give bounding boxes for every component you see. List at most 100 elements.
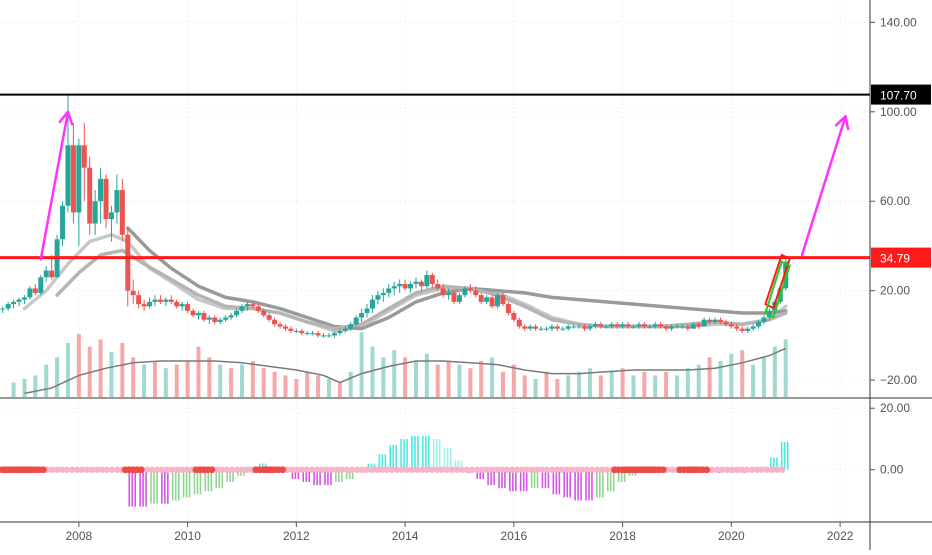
candle-body — [756, 321, 762, 327]
time-tick-label: 2020 — [718, 529, 745, 543]
trend-channel[interactable] — [764, 253, 791, 310]
price-tick-label: 60.00 — [880, 194, 910, 208]
volume-bar — [577, 371, 582, 397]
time-tick-label: 2022 — [827, 529, 854, 543]
volume-bar — [642, 371, 647, 397]
oscillator-zero-dot — [403, 466, 411, 473]
volume-bar — [283, 375, 288, 397]
volume-bar — [490, 357, 495, 397]
moving-average-line-2 — [126, 226, 788, 331]
oscillator-zero-dot — [713, 466, 721, 473]
candle-body — [288, 328, 294, 331]
oscillator-zero-dot — [763, 466, 771, 473]
candle-body — [440, 288, 446, 296]
candle-body — [315, 333, 321, 336]
volume-bar — [261, 368, 266, 397]
oscillator-zero-dot — [333, 466, 341, 473]
candle-body — [418, 281, 424, 287]
oscillator-signal-dot — [703, 466, 711, 474]
candle-body — [386, 288, 392, 293]
candle-body — [565, 326, 571, 329]
candle-body — [244, 304, 250, 307]
oscillator-zero-dot — [463, 466, 471, 473]
trend-channel[interactable] — [764, 260, 791, 319]
candle-body — [527, 326, 533, 329]
candle-body — [147, 301, 153, 307]
oscillator-zero-dot — [348, 466, 356, 473]
candle-body — [359, 313, 365, 318]
oscillator-zero-dot — [353, 466, 361, 473]
candle-body — [478, 295, 484, 302]
volume-bar — [468, 368, 473, 397]
oscillator-zero-dot — [78, 466, 86, 473]
candle-body — [669, 326, 675, 329]
oscillator-zero-dot — [773, 466, 781, 473]
annotation-layer[interactable] — [39, 110, 850, 319]
candle-body — [484, 297, 490, 302]
candle-body — [255, 306, 261, 311]
candle-body — [592, 324, 598, 327]
trend-arrow-line[interactable] — [800, 115, 847, 257]
candle-body — [190, 310, 196, 316]
oscillator-zero-dot — [538, 466, 546, 473]
price-tag-red-background — [871, 247, 931, 268]
oscillator-zero-dot — [493, 466, 501, 473]
candle-body — [641, 324, 647, 327]
candle-body — [103, 178, 109, 220]
oscillator-zero-dot — [583, 466, 591, 473]
trend-arrow-head[interactable] — [58, 110, 74, 126]
volume-layer — [11, 332, 788, 397]
candle-body — [456, 295, 462, 302]
candle-body — [326, 335, 332, 337]
candle-body — [5, 304, 11, 309]
candle-body — [266, 315, 272, 320]
candle-body — [630, 326, 636, 328]
oscillator-zero-dot — [553, 466, 561, 473]
candle-body — [761, 317, 767, 322]
candle-body — [462, 288, 468, 296]
oscillator-zero-dot — [298, 466, 306, 473]
horizontal-line-layer[interactable] — [0, 93, 870, 260]
trend-arrow-line[interactable] — [39, 110, 70, 261]
candle-body — [495, 295, 501, 307]
candle-body — [185, 304, 191, 311]
oscillator-zero-dot — [313, 466, 321, 473]
volume-bar — [500, 371, 505, 397]
candle-body — [342, 328, 348, 331]
candle-body — [511, 313, 517, 320]
candle-body — [728, 324, 734, 327]
volume-bar — [413, 361, 418, 397]
volume-bar — [316, 375, 321, 397]
volume-bar — [120, 343, 125, 397]
candle-body — [364, 308, 370, 314]
candle-body — [652, 324, 658, 327]
moving-average-line-3 — [55, 248, 788, 331]
candle-body — [603, 326, 609, 328]
volume-bar — [326, 379, 331, 397]
volume-bar — [207, 357, 212, 397]
volume-bar — [598, 375, 603, 397]
price-tick-label: 100.00 — [880, 105, 917, 119]
candle-body — [168, 299, 174, 302]
oscillator-zero-dot — [458, 466, 466, 473]
candle-body — [505, 304, 511, 314]
volume-bar — [587, 368, 592, 397]
oscillator-zero-dot — [73, 466, 81, 473]
oscillator-zero-dot — [528, 466, 536, 473]
volume-bar — [544, 371, 549, 397]
price-tick-label: 20.00 — [880, 284, 910, 298]
time-tick-label: 2016 — [500, 529, 527, 543]
oscillator-zero-dot — [498, 466, 506, 473]
trend-arrow-head[interactable] — [834, 115, 850, 131]
volume-bar — [522, 375, 527, 397]
candle-body — [397, 283, 403, 287]
oscillator-zero-dot — [243, 466, 251, 473]
volume-bar — [142, 364, 147, 397]
oscillator-zero-dot — [778, 466, 786, 473]
candle-body — [424, 275, 430, 287]
candle-body — [331, 333, 337, 336]
oscillator-signal-dot — [208, 466, 216, 474]
